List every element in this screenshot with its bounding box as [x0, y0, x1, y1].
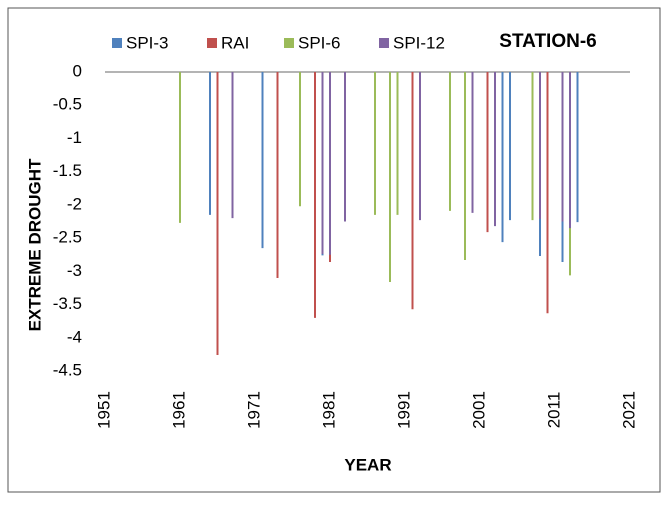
x-tick-label: 1971: [244, 391, 263, 429]
legend-label: SPI-6: [298, 33, 341, 52]
y-tick-label: -4.5: [53, 360, 82, 379]
legend-label: SPI-3: [126, 33, 169, 52]
legend-swatch: [112, 38, 122, 48]
legend-swatch: [379, 38, 389, 48]
x-tick-label: 1951: [94, 391, 113, 429]
y-axis-title: EXTREME DROUGHT: [25, 158, 44, 331]
y-tick-label: 0: [73, 61, 82, 80]
y-tick-label: -1: [67, 128, 82, 147]
x-tick-label: 2021: [619, 391, 638, 429]
y-tick-label: -2: [67, 194, 82, 213]
y-tick-label: -4: [67, 327, 82, 346]
x-tick-label: 2011: [544, 392, 563, 429]
x-axis-title: YEAR: [344, 455, 391, 474]
x-tick-label: 2001: [469, 391, 488, 429]
x-tick-label: 1961: [169, 391, 188, 429]
x-tick-label: 1981: [319, 391, 338, 429]
y-tick-label: -2.5: [53, 228, 82, 247]
legend-swatch: [284, 38, 294, 48]
chart-title: STATION-6: [499, 31, 596, 52]
y-tick-label: -0.5: [53, 95, 82, 114]
y-tick-label: -3: [67, 261, 82, 280]
legend-label: SPI-12: [393, 33, 445, 52]
legend-label: RAI: [221, 33, 249, 52]
y-tick-label: -1.5: [53, 161, 82, 180]
legend-swatch: [207, 38, 217, 48]
chart-frame: [7, 7, 661, 493]
y-tick-label: -3.5: [53, 294, 82, 313]
x-tick-label: 1991: [394, 391, 413, 429]
